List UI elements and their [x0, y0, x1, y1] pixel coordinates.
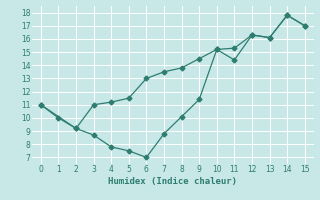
- X-axis label: Humidex (Indice chaleur): Humidex (Indice chaleur): [108, 177, 237, 186]
